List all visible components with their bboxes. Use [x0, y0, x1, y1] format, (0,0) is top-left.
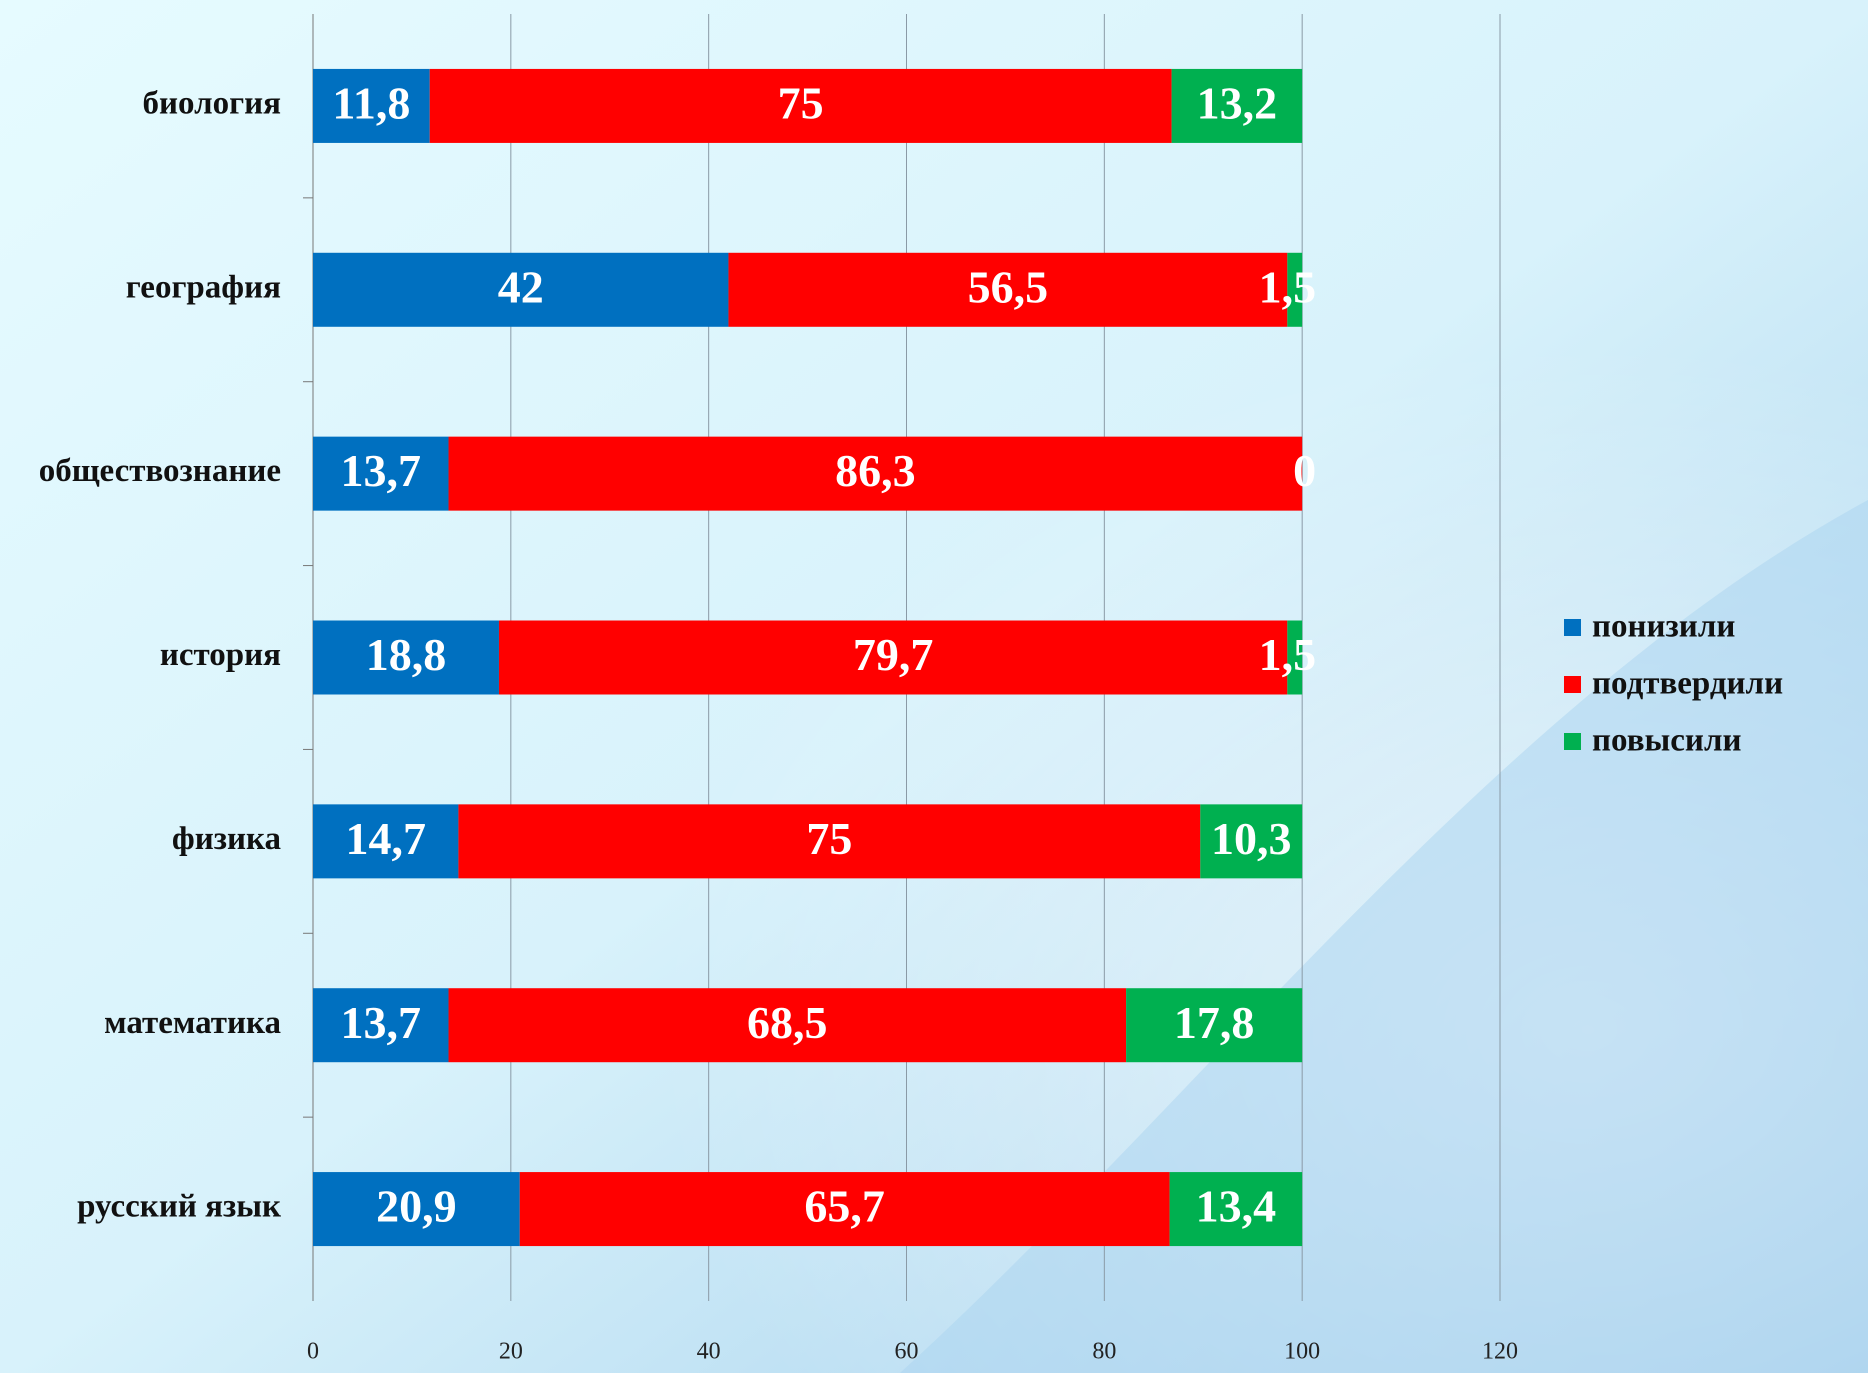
data-label: 1,5	[1259, 261, 1317, 312]
data-label: 68,5	[747, 997, 828, 1048]
data-label: 17,8	[1174, 997, 1255, 1048]
y-tick-label: русский язык	[77, 1189, 281, 1225]
bar-segment	[429, 68, 1172, 143]
x-tick-label: 100	[1284, 1339, 1320, 1365]
legend-swatch	[1564, 733, 1581, 750]
background-wave	[900, 500, 1868, 1373]
data-label: 42	[498, 261, 544, 312]
bar-segment	[313, 436, 449, 511]
bar-segment	[728, 252, 1288, 327]
data-label: 75	[806, 813, 852, 864]
bar-segment	[1171, 68, 1303, 143]
data-label: 13,7	[341, 997, 422, 1048]
x-tick-label: 0	[307, 1339, 319, 1365]
bar-segment	[1287, 620, 1303, 695]
bar-segment	[519, 1172, 1170, 1247]
bar-segment	[313, 620, 499, 695]
bar-segment	[1126, 988, 1303, 1063]
y-tick-label: история	[160, 637, 281, 673]
data-label: 13,7	[341, 445, 422, 496]
legend-label: понизили	[1592, 609, 1735, 645]
bar-segment	[313, 988, 449, 1063]
data-label: 86,3	[835, 445, 916, 496]
data-label: 11,8	[332, 77, 410, 128]
data-label: 79,7	[853, 629, 934, 680]
bar-segment	[498, 620, 1288, 695]
bar-segment	[313, 68, 430, 143]
bar-segment	[313, 1172, 520, 1247]
x-tick-label: 120	[1482, 1339, 1518, 1365]
data-label: 1,5	[1259, 629, 1317, 680]
legend-swatch	[1564, 619, 1581, 636]
bar-segment	[448, 436, 1303, 511]
data-label: 75	[778, 77, 824, 128]
bar-segment	[1169, 1172, 1303, 1247]
bar-segment	[313, 252, 729, 327]
y-tick-label: география	[126, 269, 281, 305]
data-label: 20,9	[376, 1181, 457, 1232]
data-label: 13,4	[1196, 1181, 1277, 1232]
data-label: 10,3	[1211, 813, 1292, 864]
y-tick-label: математика	[104, 1005, 281, 1041]
bar-segment	[1200, 804, 1303, 879]
legend-label: подтвердили	[1592, 666, 1783, 702]
bar-segment	[448, 988, 1127, 1063]
legend-swatch	[1564, 676, 1581, 693]
x-tick-label: 60	[895, 1339, 919, 1365]
y-tick-label: биология	[143, 86, 281, 122]
data-label: 13,2	[1197, 77, 1278, 128]
data-label: 65,7	[804, 1181, 885, 1232]
y-tick-label: физика	[172, 821, 281, 857]
data-label: 56,5	[968, 261, 1049, 312]
data-label: 18,8	[366, 629, 447, 680]
data-label: 14,7	[345, 813, 426, 864]
bar-segment	[1287, 252, 1303, 327]
data-label: 0	[1293, 445, 1316, 496]
y-tick-label: обществознание	[39, 453, 281, 489]
x-tick-label: 20	[499, 1339, 523, 1365]
bar-segment	[458, 804, 1201, 879]
x-tick-label: 40	[697, 1339, 721, 1365]
legend-label: повысили	[1592, 723, 1741, 759]
bar-segment	[313, 804, 459, 879]
x-tick-label: 80	[1092, 1339, 1116, 1365]
